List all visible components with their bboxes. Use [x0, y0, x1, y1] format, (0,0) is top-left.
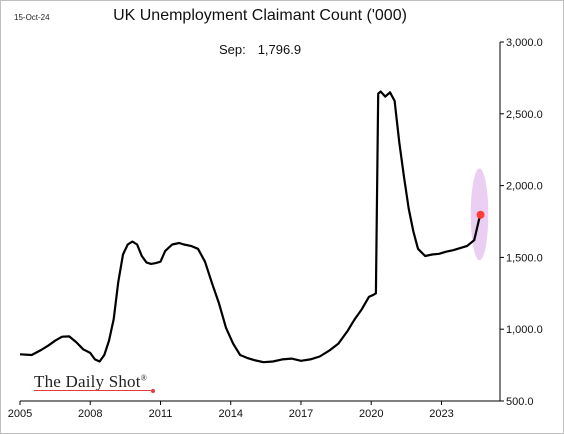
x-tick-label: 2020 — [359, 408, 383, 420]
latest-label: Sep: — [218, 42, 246, 57]
brand-dot — [151, 389, 155, 393]
brand-logo: The Daily Shot® — [34, 372, 147, 392]
chart-title: UK Unemployment Claimant Count ('000) — [113, 7, 407, 24]
axis-layer: 2005 2008 2011 2014 2017 2020 2023 500.0 1,000.0… — [8, 37, 543, 420]
x-tick-label: 2023 — [429, 408, 453, 420]
series-line — [19, 90, 482, 364]
latest-value: 1,796.9 — [257, 42, 302, 57]
y-tick-label: 1,000.0 — [506, 324, 543, 336]
series-layer — [19, 90, 485, 364]
x-tick-label: 2011 — [149, 408, 173, 420]
brand-underline — [34, 390, 151, 391]
latest-value-annotation: Sep: 1,796.9 — [0, 42, 520, 57]
date-stamp: 15-Oct-24 — [14, 13, 50, 22]
y-tick-label: 2,000.0 — [506, 181, 543, 193]
y-tick-label: 2,500.0 — [506, 109, 543, 121]
y-tick-label: 3,000.0 — [506, 37, 543, 49]
x-tick-label: 2005 — [8, 408, 32, 420]
brand-registered-mark: ® — [140, 373, 147, 383]
latest-point-marker — [476, 210, 485, 219]
brand-name: The Daily Shot — [34, 372, 141, 391]
x-tick-label: 2014 — [218, 408, 242, 420]
x-tick-label: 2008 — [78, 408, 102, 420]
y-tick-label: 500.0 — [506, 396, 534, 408]
x-tick-label: 2017 — [289, 408, 313, 420]
y-tick-label: 1,500.0 — [506, 252, 543, 264]
